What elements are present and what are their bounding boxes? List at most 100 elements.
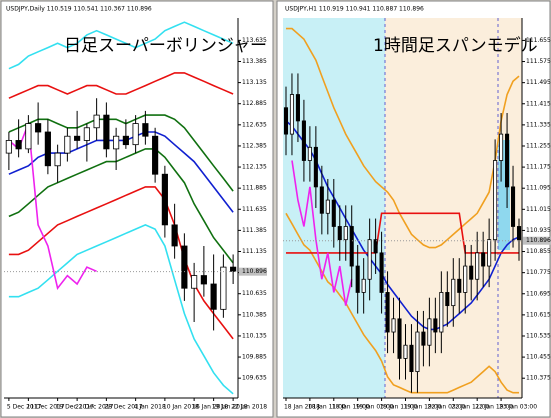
x-tick-label: 21 Dec 2017	[75, 404, 114, 411]
candle-body	[421, 331, 426, 346]
candle-body	[361, 278, 366, 293]
y-tick-label: 111.175	[526, 164, 551, 171]
indicator-line	[285, 120, 520, 331]
x-tick-label: 19 Jan 19:00	[403, 404, 441, 411]
candle-body	[220, 266, 227, 310]
candle-body	[35, 123, 42, 133]
y-tick-label: 110.615	[526, 311, 551, 318]
candle-body	[191, 275, 198, 289]
x-tick-label: 5 Dec 2017	[7, 404, 42, 411]
candle-body	[113, 135, 120, 150]
x-tick-label: 11 Dec 2017	[26, 404, 65, 411]
y-tick-label: 110.855	[526, 248, 551, 255]
x-tick-label: 19 Dec 2017	[56, 404, 95, 411]
x-tick-label: 28 Dec 2017	[104, 404, 143, 411]
candle-body	[475, 252, 480, 280]
candle-body	[319, 186, 324, 214]
chart-header: USDJPY,H1 110.919 110.941 110.887 110.89…	[285, 6, 424, 13]
candle-body	[510, 186, 516, 227]
indicator-line	[8, 72, 234, 99]
candle-body	[103, 114, 110, 150]
candle-body	[15, 140, 22, 150]
x-tick-label: 18 Jan 11:00	[308, 404, 346, 411]
y-tick-label: 111.135	[242, 248, 267, 255]
indicator-line	[285, 212, 519, 394]
candle-body	[451, 278, 456, 307]
candle-body	[132, 123, 139, 146]
candle-body	[397, 318, 402, 359]
y-tick-label: 111.575	[526, 58, 551, 65]
candle-body	[74, 135, 81, 141]
y-tick-label: 110.135	[242, 332, 267, 339]
candle-body	[25, 123, 32, 150]
indicator-line	[8, 123, 97, 291]
candle-body	[373, 239, 378, 254]
x-tick-label: 22 Jan 03:00	[427, 404, 465, 411]
candle-body	[181, 245, 188, 289]
y-tick-label: 110.775	[526, 269, 551, 276]
x-tick-label: 19 Jan 11:00	[380, 404, 418, 411]
x-tick-label: 10 Jan 2018	[163, 404, 199, 411]
y-tick-label: 110.935	[526, 227, 551, 234]
x-tick-label: 22 Jan 2018	[231, 404, 267, 411]
candle-body	[481, 252, 486, 267]
candle-body	[64, 135, 71, 154]
candle-body	[516, 226, 522, 241]
candle-body	[445, 292, 450, 307]
x-tick-label: 19 Jan 03:00	[356, 404, 394, 411]
candle-body	[230, 266, 237, 272]
y-tick-label: 110.385	[242, 311, 267, 318]
y-tick-label: 111.335	[526, 121, 551, 128]
x-tick-label: 18 Jan 2018	[284, 404, 320, 411]
candle-body	[331, 199, 336, 227]
candle-body	[200, 275, 207, 285]
candle-body	[122, 135, 129, 146]
y-tick-label: 110.695	[526, 290, 551, 297]
candle-body	[355, 265, 360, 293]
y-tick-label: 111.655	[526, 37, 551, 44]
candle-body	[313, 146, 318, 188]
candle-body	[457, 278, 462, 293]
chart-header: USDJPY,Daily 110.519 110.541 110.367 110…	[6, 6, 152, 13]
y-tick-label: 112.635	[242, 121, 267, 128]
candle-body	[367, 239, 372, 280]
indicator-line	[286, 212, 519, 254]
chart-title: 1時間足スパンモデル	[373, 35, 538, 56]
candle-body	[433, 318, 438, 333]
candle-body	[349, 226, 354, 267]
x-tick-label: 23 Jan 03:00	[499, 404, 537, 411]
candle-body	[469, 265, 474, 280]
candle-body	[415, 331, 420, 373]
x-tick-label: 4 Jan 2018	[134, 404, 166, 411]
candle-body	[487, 239, 492, 267]
candle-body	[210, 283, 217, 310]
candle-body	[93, 114, 100, 129]
y-tick-label: 112.135	[242, 164, 267, 171]
candle-body	[44, 131, 51, 167]
candle-body	[295, 94, 300, 122]
candle-body	[499, 133, 504, 161]
candle-body	[5, 140, 12, 154]
candle-body	[289, 94, 295, 135]
y-tick-label: 110.535	[526, 332, 551, 339]
candle-body	[142, 123, 149, 137]
y-tick-label: 109.635	[242, 375, 267, 382]
candle-body	[463, 265, 468, 293]
candle-body	[307, 146, 312, 161]
candle-body	[83, 127, 90, 141]
indicator-line	[8, 148, 234, 264]
x-tick-label: 19 Jan 2018	[212, 404, 248, 411]
price-box	[523, 236, 551, 245]
left-panel	[0, 0, 274, 418]
candle-body	[152, 135, 159, 175]
chart-title: 日足スーパーボリンジャー	[64, 36, 267, 56]
x-tick-label: 22 Jan 19:00	[475, 404, 513, 411]
candle-body	[427, 318, 432, 346]
candle-body	[385, 292, 390, 333]
y-tick-label: 111.095	[526, 185, 551, 192]
y-tick-label: 110.635	[242, 290, 267, 297]
candle-body	[54, 152, 61, 167]
candle-body	[505, 133, 510, 188]
